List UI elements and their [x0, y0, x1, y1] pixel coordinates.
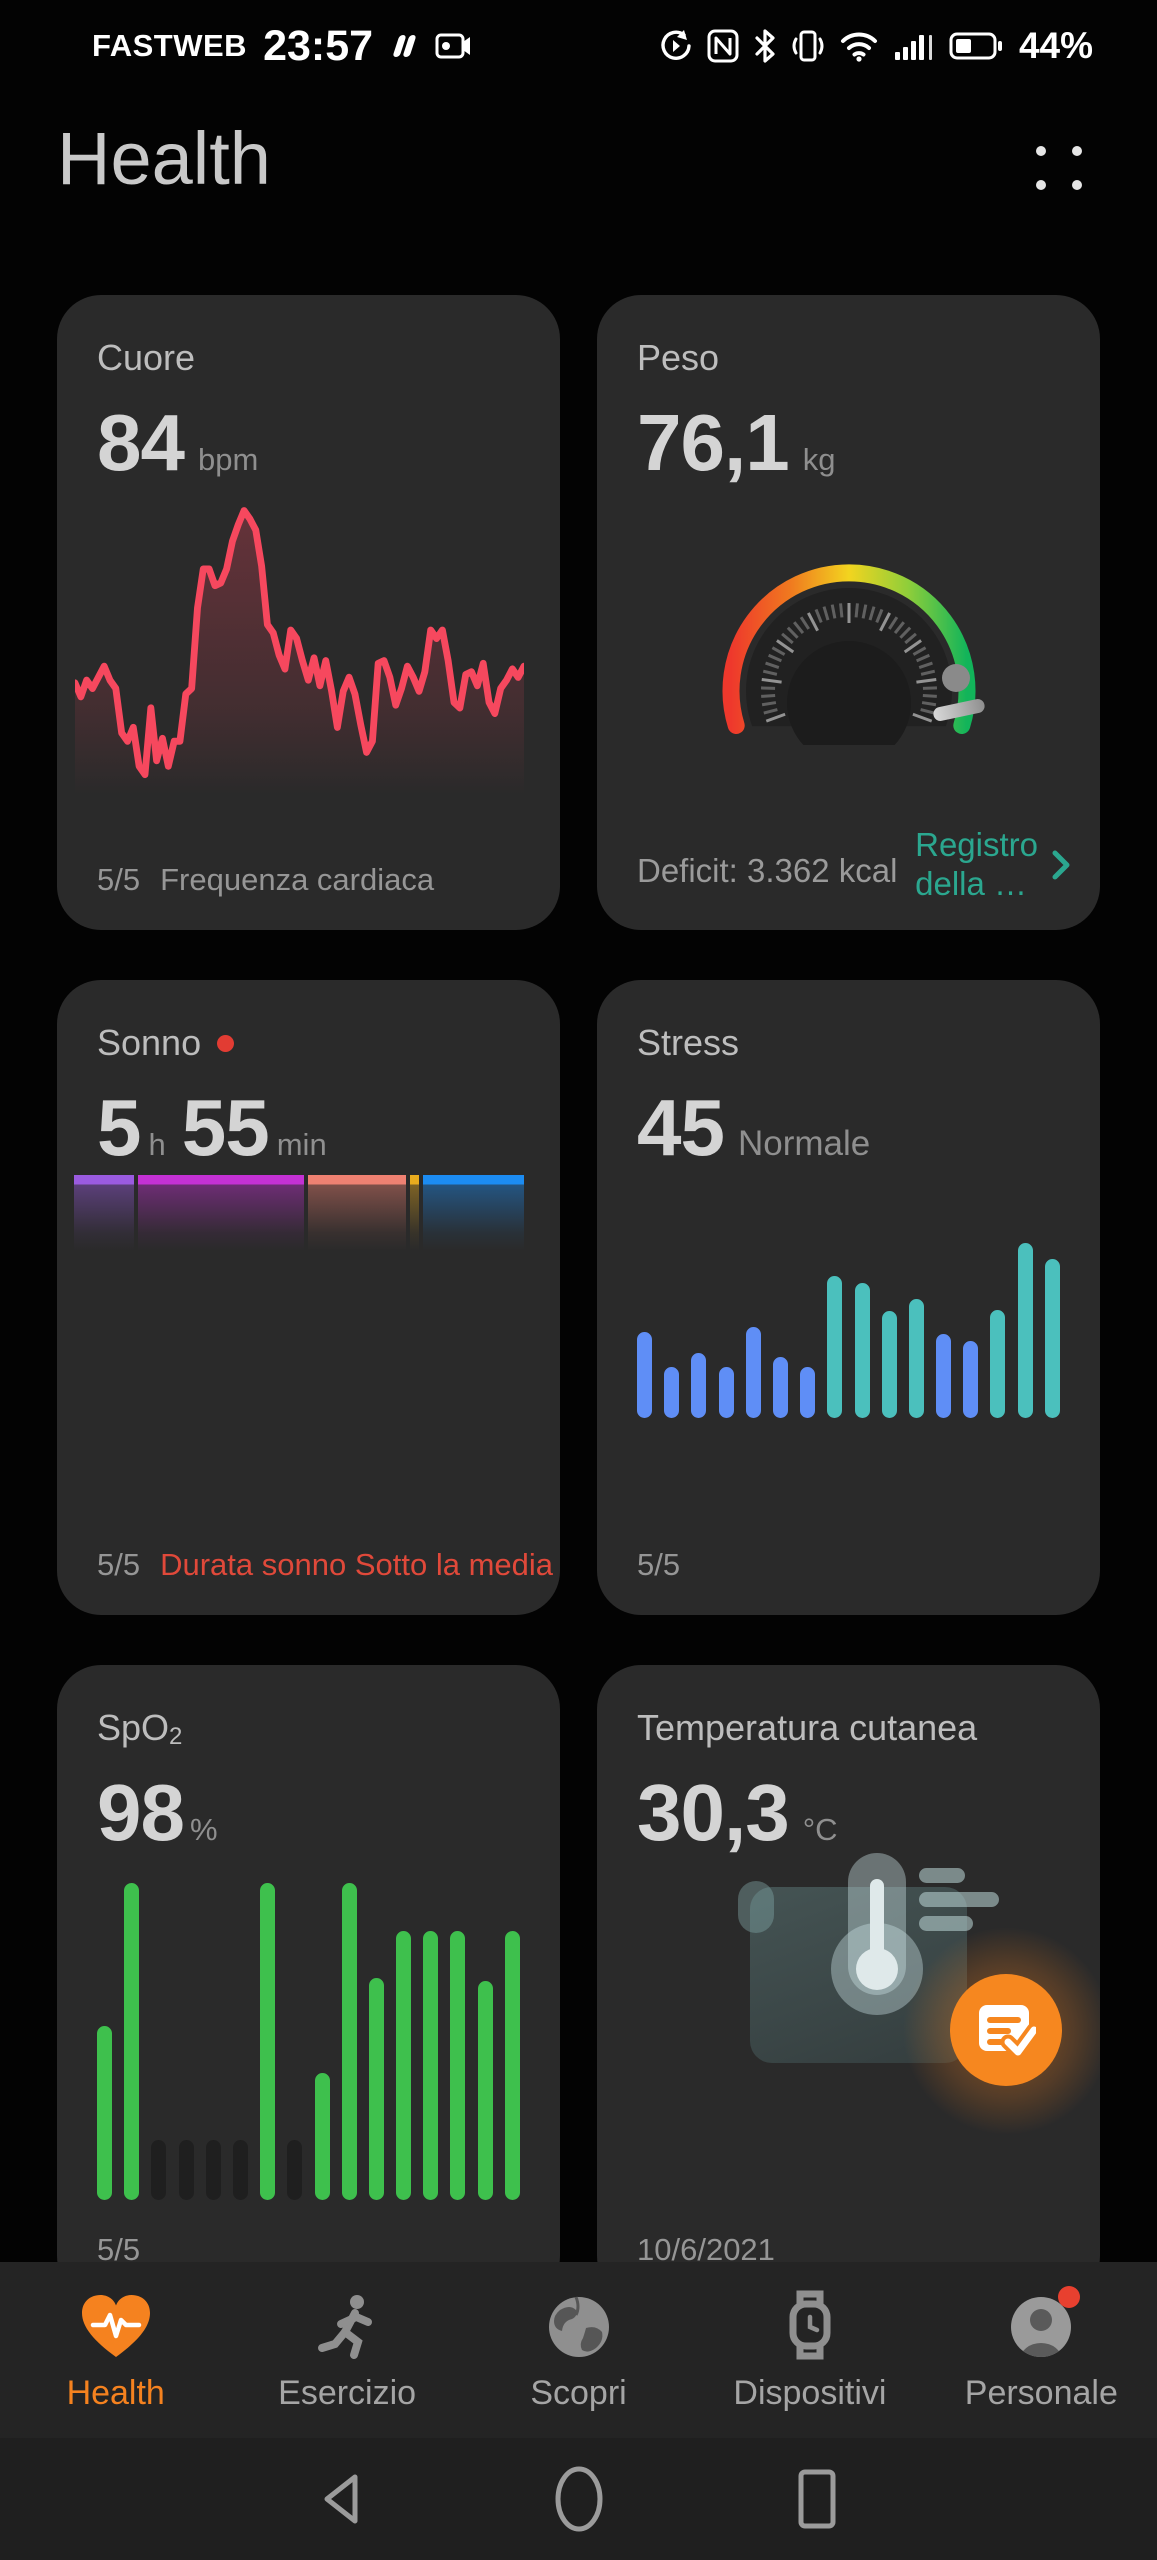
spo2-card-title: SpO [97, 1707, 170, 1748]
spo2-footer-ratio: 5/5 [97, 2232, 141, 2267]
card-spo2[interactable]: SpO 2 98 % 5/5 [57, 1665, 560, 2300]
nav-label-exercise: Esercizio [278, 2373, 417, 2412]
recents-button[interactable] [787, 2464, 847, 2534]
stress-card-title: Stress [637, 1022, 740, 1063]
temperature-value: 30,3 [637, 1768, 790, 1857]
spo2-bar-chart [97, 1883, 520, 2200]
sleep-alert-dot-icon [217, 1034, 235, 1052]
weight-gauge [597, 533, 1100, 745]
nav-label-discover: Scopri [530, 2373, 627, 2412]
sleep-minutes-value: 55 [181, 1083, 270, 1172]
nav-label-health: Health [66, 2373, 165, 2412]
sleep-minutes-unit: min [276, 1127, 327, 1162]
sleep-hours-value: 5 [97, 1083, 141, 1172]
home-button[interactable] [549, 2464, 609, 2534]
avatar-icon [1008, 2285, 1081, 2360]
heart-rate-unit: bpm [197, 442, 259, 477]
weight-unit: kg [802, 442, 836, 477]
card-sleep[interactable]: Sonno 5 h 55 min 5/5 Durata sonno Sotto … [57, 980, 560, 1615]
weight-card-title: Peso [637, 337, 720, 378]
runner-icon [315, 2288, 379, 2360]
status-clock: 23:57 [263, 21, 374, 70]
sleep-card-title: Sonno [97, 1022, 202, 1063]
stress-footer-ratio: 5/5 [637, 1547, 681, 1582]
nav-item-exercise[interactable]: Esercizio [231, 2262, 462, 2438]
watch-icon [780, 2288, 840, 2360]
wifi-icon [839, 30, 879, 62]
nav-label-devices: Dispositivi [733, 2373, 887, 2412]
nav-item-discover[interactable]: Scopri [463, 2262, 694, 2438]
vibrate-icon [791, 28, 825, 64]
android-navigation-bar [0, 2438, 1157, 2560]
weight-value: 76,1 [637, 398, 790, 487]
back-button[interactable] [311, 2464, 371, 2534]
note-check-icon [979, 2005, 1036, 2058]
sleep-footer-alert: Durata sonno Sotto la media [160, 1547, 554, 1582]
temperature-card-title: Temperatura cutanea [637, 1707, 978, 1748]
globe-icon [546, 2288, 612, 2360]
card-heart-rate[interactable]: Cuore 84 bpm 5/5 Frequ [57, 295, 560, 930]
app-header: Health [57, 118, 1100, 228]
sleep-footer-ratio: 5/5 [97, 1547, 141, 1582]
signal-icon [893, 30, 935, 62]
card-skin-temperature[interactable]: Temperatura cutanea 30,3 °C [597, 1665, 1100, 2300]
screen-recorder-icon [435, 32, 471, 60]
sleep-stages-bar [74, 1175, 525, 1257]
stress-value: 45 [637, 1083, 725, 1172]
stress-status-label: Normale [737, 1124, 871, 1163]
health-sync-icon [389, 31, 419, 61]
bottom-navigation: Health Esercizio Scopri Dispositivi [0, 2262, 1157, 2438]
carrier-label: FASTWEB [92, 28, 248, 63]
chevron-right-icon [1052, 850, 1070, 880]
heart-ecg-icon [80, 2288, 152, 2360]
nav-item-health[interactable]: Health [0, 2262, 231, 2438]
temperature-log-fab[interactable] [950, 1974, 1062, 2086]
register-link-line2: della … [915, 865, 1027, 903]
page-title: Health [57, 117, 271, 200]
gauge-knob-icon [941, 664, 970, 692]
heart-rate-value: 84 [97, 398, 185, 487]
gauge-needle-icon [932, 699, 985, 721]
spo2-value: 98 [97, 1768, 185, 1857]
register-link-line1: Registro [915, 826, 1038, 864]
bluetooth-icon [753, 28, 777, 64]
spo2-unit: % [189, 1812, 218, 1847]
nfc-icon [707, 29, 739, 63]
spo2-title-subscript: 2 [169, 1723, 183, 1750]
weight-deficit-label: Deficit: 3.362 kcal [637, 852, 898, 889]
cards-grid: Cuore 84 bpm 5/5 Frequ [57, 295, 1100, 2300]
nav-label-personal: Personale [964, 2373, 1118, 2412]
notification-badge [1058, 2285, 1081, 2308]
sleep-hours-unit: h [148, 1127, 166, 1162]
grid-menu-icon[interactable] [1036, 146, 1082, 190]
card-weight[interactable]: Peso 76,1 kg [597, 295, 1100, 930]
heart-footer-ratio: 5/5 [97, 862, 141, 897]
nav-item-personal[interactable]: Personale [926, 2262, 1157, 2438]
card-stress[interactable]: Stress 45 Normale 5/5 [597, 980, 1100, 1615]
stress-bar-chart [637, 1243, 1060, 1418]
battery-percent: 44% [1018, 25, 1093, 66]
nav-item-devices[interactable]: Dispositivi [694, 2262, 925, 2438]
heart-footer-label: Frequenza cardiaca [160, 862, 435, 897]
heart-rate-chart [75, 493, 524, 795]
data-saver-icon [659, 29, 693, 63]
temperature-footer-date: 10/6/2021 [637, 2232, 775, 2267]
battery-icon [949, 32, 1003, 60]
status-bar: FASTWEB 23:57 [0, 0, 1157, 92]
temperature-unit: °C [802, 1812, 838, 1847]
weight-register-link[interactable]: Registro della … [915, 826, 1072, 904]
heart-card-title: Cuore [97, 337, 196, 378]
